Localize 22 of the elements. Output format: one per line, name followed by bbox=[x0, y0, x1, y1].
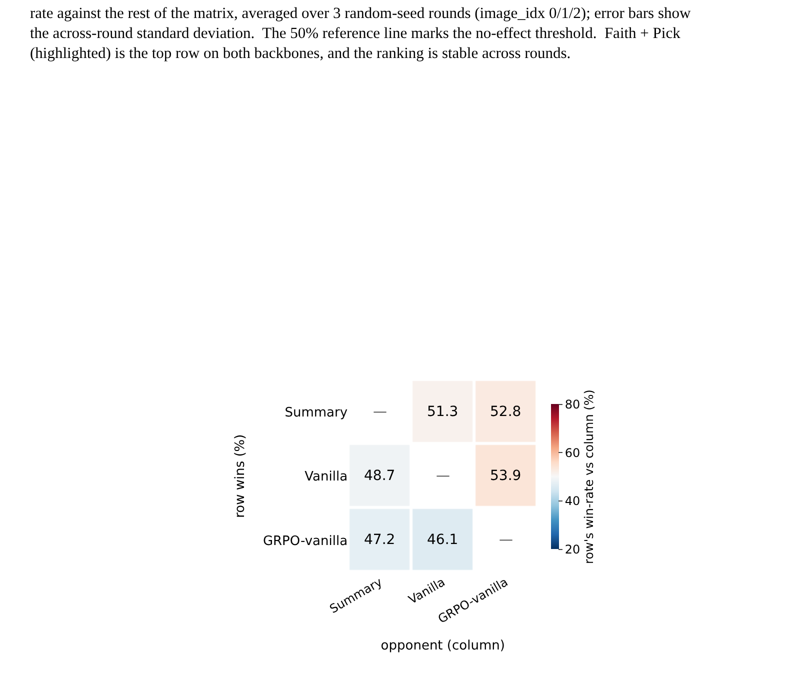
data-label: 51.3 bbox=[427, 404, 458, 420]
data-label: 46.1 bbox=[427, 532, 458, 548]
color-bar-label: 80 bbox=[564, 397, 580, 412]
data-label: 52.8 bbox=[490, 404, 522, 420]
color-bar-label: 20 bbox=[564, 542, 580, 556]
text: — bbox=[499, 532, 513, 548]
color-bar-label: 60 bbox=[564, 446, 580, 460]
text: rate against the rest of the matrix, averaged over 3 random-seed rounds (image_idx 0/1/2); error bars show bbox=[30, 5, 692, 22]
x-axis-title: opponent (column) bbox=[380, 638, 505, 654]
y-axis-title: row wins (%) bbox=[232, 434, 248, 518]
text: (highlighted) is the top row on both backbones, and the ranking is stable across rounds. bbox=[30, 45, 571, 62]
data-label: 47.2 bbox=[364, 532, 396, 548]
y-tick-label: Summary bbox=[284, 406, 348, 421]
text: the across-round standard deviation. The 50% reference line marks the no-effect threshold. Faith + Pick bbox=[30, 25, 681, 42]
data-label: 53.9 bbox=[490, 468, 522, 484]
color-bar-label: 40 bbox=[564, 494, 580, 508]
data-label: 48.7 bbox=[364, 468, 396, 484]
y-tick-label: GRPO-vanilla bbox=[262, 534, 348, 549]
text: — bbox=[373, 404, 387, 420]
y-tick-label: Vanilla bbox=[304, 470, 348, 485]
text: — bbox=[436, 468, 450, 484]
color-bar-title: row's win-rate vs column (%) bbox=[582, 390, 596, 564]
